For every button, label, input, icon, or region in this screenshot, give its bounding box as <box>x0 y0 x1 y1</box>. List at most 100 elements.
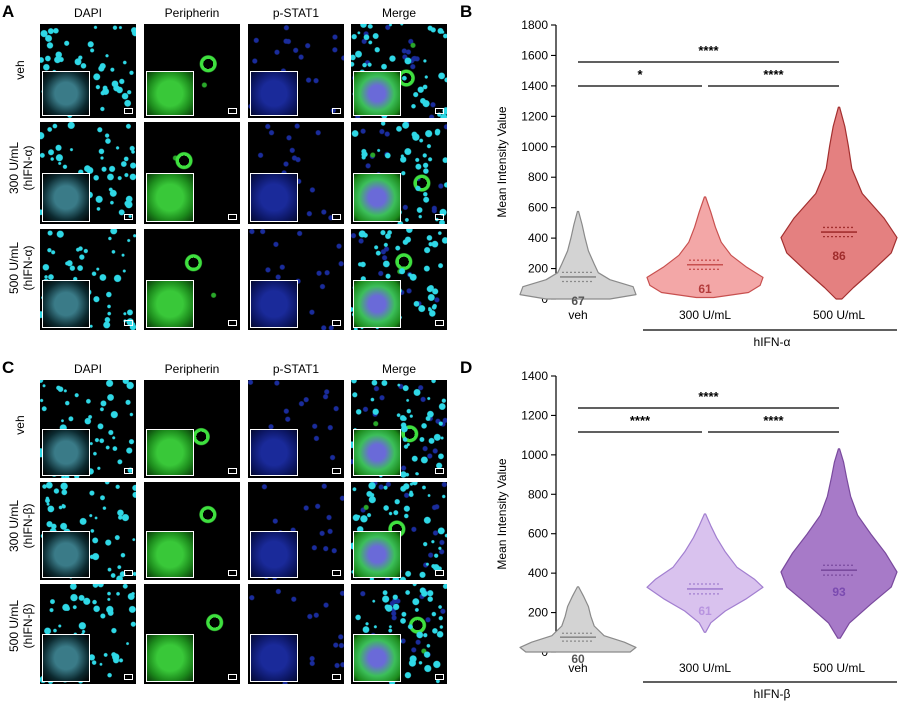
x-category-label: 500 U/mL <box>813 308 865 322</box>
scale-bar <box>228 570 237 576</box>
n-label: 67 <box>571 294 585 308</box>
row-label-500-c: 500 U/mL (hIFN-β) <box>7 599 35 653</box>
n-label: 61 <box>698 604 712 618</box>
inset-zoom <box>146 71 194 116</box>
channel-label-pstat1-c: p-STAT1 <box>272 362 320 376</box>
y-tick-label: 600 <box>528 527 548 541</box>
violin <box>646 196 764 299</box>
significance-label: **** <box>763 413 784 428</box>
group-label: hIFN-β <box>754 687 791 701</box>
micrograph-tile <box>248 482 344 580</box>
scale-bar <box>435 570 444 576</box>
scale-bar <box>435 214 444 220</box>
significance-label: **** <box>698 43 719 58</box>
scale-bar <box>124 570 133 576</box>
inset-zoom <box>146 280 194 328</box>
inset-zoom <box>146 634 194 682</box>
scale-bar <box>332 108 341 114</box>
scale-bar <box>228 468 237 474</box>
y-tick-label: 1200 <box>521 109 548 123</box>
violin <box>780 106 898 300</box>
y-tick-label: 400 <box>528 231 548 245</box>
micrograph-tile <box>40 584 136 684</box>
channel-label-peripherin: Peripherin <box>164 6 220 20</box>
n-label: 61 <box>698 282 712 296</box>
scale-bar <box>435 468 444 474</box>
y-tick-label: 1200 <box>521 408 548 422</box>
micrograph-tile <box>351 24 447 118</box>
panel-letter-c: C <box>2 358 15 377</box>
n-label: 86 <box>832 249 846 263</box>
inset-zoom <box>250 531 298 578</box>
violin <box>646 513 764 633</box>
micrograph-tile <box>351 122 447 224</box>
inset-zoom <box>42 173 90 222</box>
channel-label-dapi-c: DAPI <box>73 362 102 376</box>
y-tick-label: 800 <box>528 170 548 184</box>
inset-zoom <box>353 634 401 682</box>
inset-zoom <box>146 173 194 222</box>
micrograph-tile <box>144 584 240 684</box>
scale-bar <box>228 674 237 680</box>
violin <box>780 448 898 639</box>
micrograph-tile <box>351 482 447 580</box>
micrograph-tile <box>351 229 447 330</box>
micrograph-tile <box>144 482 240 580</box>
scale-bar <box>228 320 237 326</box>
row-label-veh: veh <box>13 60 27 80</box>
inset-zoom <box>250 71 298 116</box>
scale-bar <box>435 674 444 680</box>
inset-zoom <box>250 429 298 476</box>
inset-zoom <box>353 71 401 116</box>
channel-label-merge: Merge <box>381 6 416 20</box>
row-label-500: 500 U/mL (hIFN-α) <box>7 241 35 295</box>
y-tick-label: 200 <box>528 262 548 276</box>
micrograph-tile <box>144 122 240 224</box>
micrograph-tile <box>144 229 240 330</box>
inset-zoom <box>250 634 298 682</box>
channel-label-dapi: DAPI <box>73 6 102 20</box>
micrograph-tile <box>144 24 240 118</box>
row-label-300-c: 300 U/mL (hIFN-β) <box>7 499 35 553</box>
scale-bar <box>228 108 237 114</box>
inset-zoom <box>353 531 401 578</box>
scale-bar <box>124 108 133 114</box>
violin <box>519 586 637 653</box>
scale-bar <box>124 468 133 474</box>
y-axis-label: Mean Intensity Value <box>495 458 509 570</box>
micrograph-tile <box>248 122 344 224</box>
inset-zoom <box>250 173 298 222</box>
y-tick-label: 600 <box>528 201 548 215</box>
micrograph-tile <box>40 380 136 478</box>
y-tick-label: 1400 <box>521 369 548 383</box>
x-category-label: 300 U/mL <box>679 308 731 322</box>
significance-label: **** <box>698 389 719 404</box>
significance-label: * <box>637 67 643 82</box>
n-label: 93 <box>832 585 846 599</box>
x-category-label: veh <box>568 661 587 675</box>
n-label: 60 <box>571 652 585 666</box>
inset-zoom <box>42 280 90 328</box>
inset-zoom <box>146 531 194 578</box>
micrograph-tile <box>351 584 447 684</box>
scale-bar <box>435 108 444 114</box>
inset-zoom <box>353 429 401 476</box>
micrograph-tile <box>40 482 136 580</box>
x-category-label: 300 U/mL <box>679 661 731 675</box>
scale-bar <box>228 214 237 220</box>
channel-label-pstat1: p-STAT1 <box>272 6 320 20</box>
significance-label: **** <box>630 413 651 428</box>
micrograph-tile <box>248 584 344 684</box>
y-tick-label: 800 <box>528 487 548 501</box>
micrograph-tile <box>248 229 344 330</box>
scale-bar <box>332 468 341 474</box>
micrograph-tile <box>248 380 344 478</box>
y-tick-label: 400 <box>528 566 548 580</box>
y-tick-label: 1800 <box>521 18 548 32</box>
row-label-300: 300 U/mL (hIFN-α) <box>7 141 35 195</box>
micrograph-tile <box>351 380 447 478</box>
scale-bar <box>124 214 133 220</box>
significance-label: **** <box>763 67 784 82</box>
violin-chart-b: 020040060080010001200140016001800Mean In… <box>495 18 898 349</box>
scale-bar <box>124 320 133 326</box>
